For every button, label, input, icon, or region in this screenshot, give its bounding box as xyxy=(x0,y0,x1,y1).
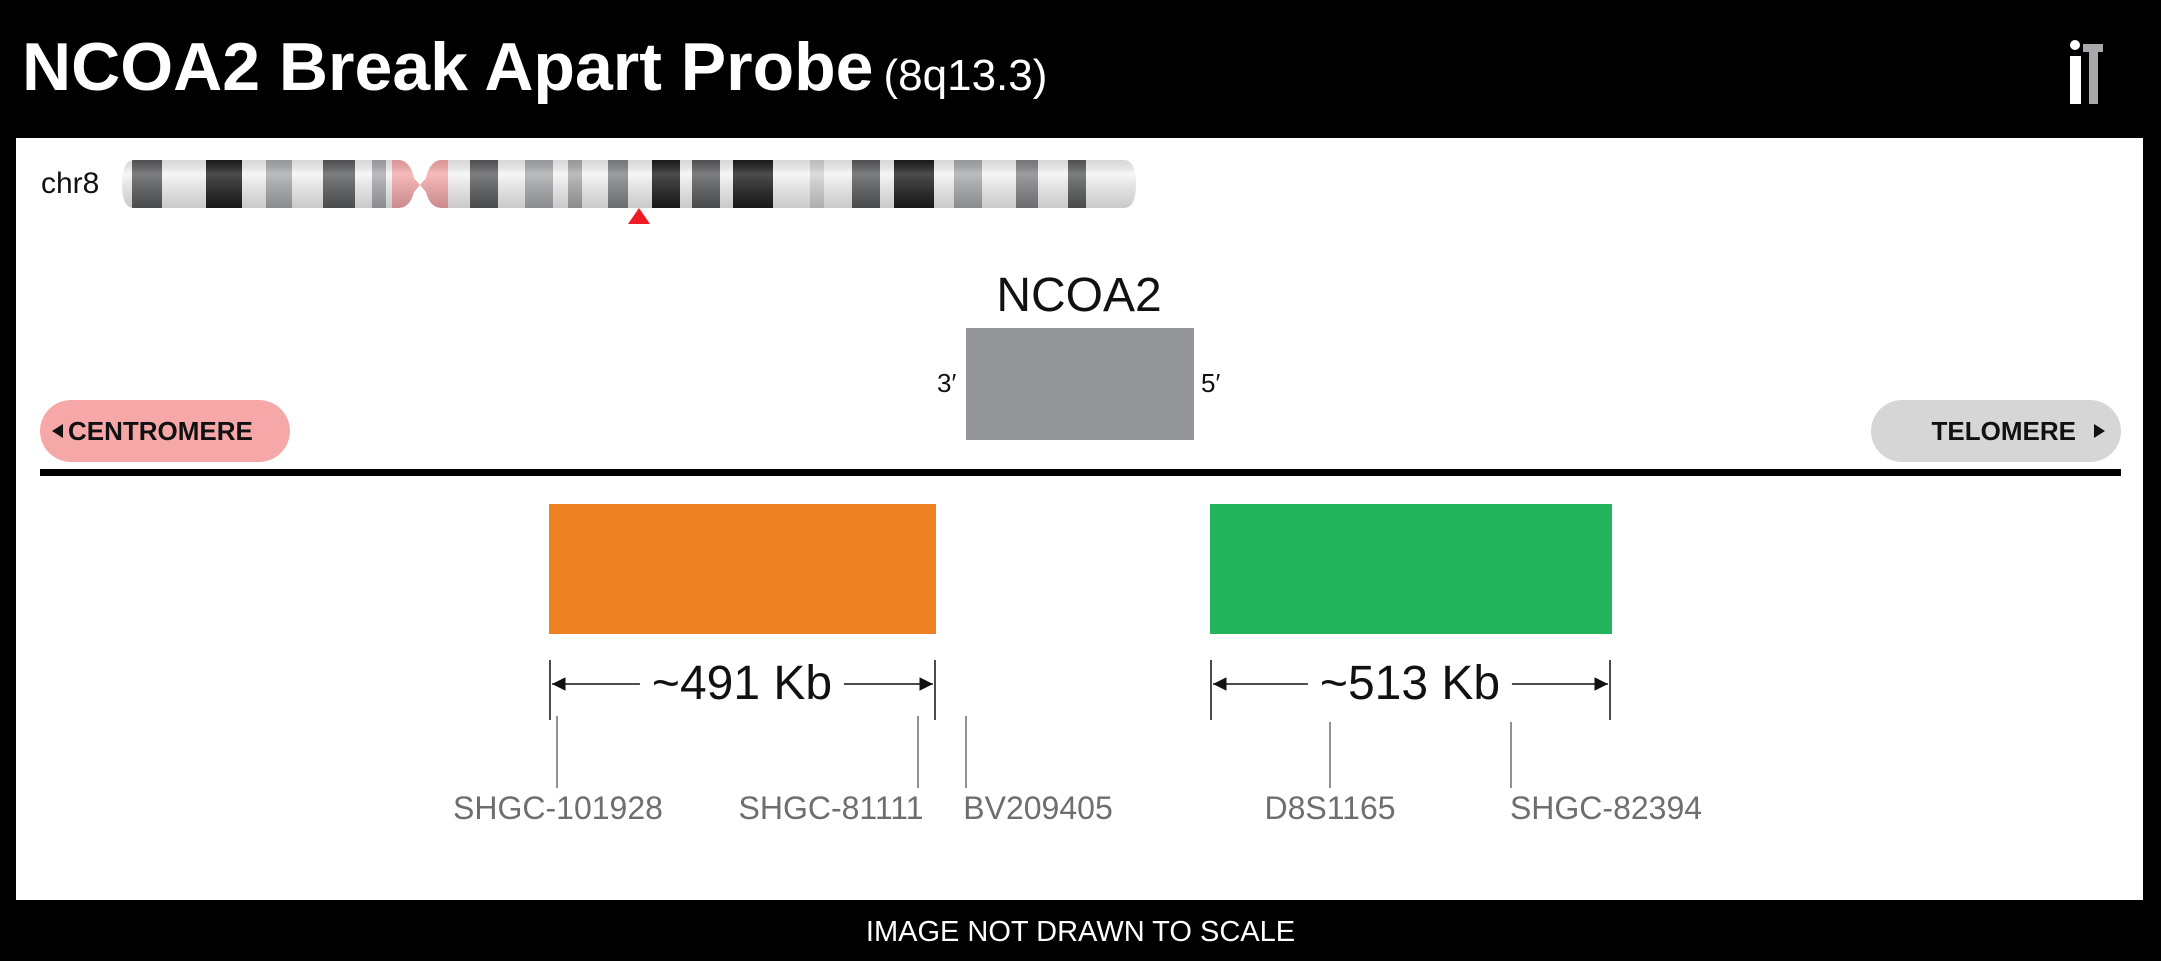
chromosome-ideogram xyxy=(122,160,1136,224)
arrow-right-icon xyxy=(2094,424,2105,438)
marker-label: SHGC-82394 xyxy=(1509,790,1703,826)
telomere-label: TELOMERE xyxy=(1931,415,2076,446)
probe-size-green: ~513 Kb xyxy=(1307,656,1513,711)
footer-note: IMAGE NOT DRAWN TO SCALE xyxy=(865,916,1296,948)
gene-end-right: 5′ xyxy=(1201,368,1221,398)
chromosome-axis-line xyxy=(40,469,2121,476)
gene-end-left: 3′ xyxy=(937,368,957,398)
probe-orange xyxy=(549,504,936,634)
probe-green xyxy=(1210,504,1612,634)
chromosome-label: chr8 xyxy=(41,167,100,200)
telomere-pill: TELOMERE xyxy=(1871,400,2121,462)
marker-label: D8S1165 xyxy=(1264,790,1396,826)
locus-marker-icon xyxy=(628,208,650,224)
probe-title: NCOA2 Break Apart Probe xyxy=(22,29,874,105)
centromere-label: CENTROMERE xyxy=(68,415,253,446)
marker-label: SHGC-81111 xyxy=(738,790,924,826)
diagram-panel xyxy=(16,138,2143,900)
marker-label: SHGC-101928 xyxy=(453,790,663,826)
gene-name: NCOA2 xyxy=(996,269,1162,322)
arrow-left-icon xyxy=(52,424,63,438)
marker-label: BV209405 xyxy=(963,790,1113,826)
probe-size-orange: ~491 Kb xyxy=(639,656,845,711)
locus-subtitle: (8q13.3) xyxy=(883,51,1048,100)
tt-logo-icon xyxy=(2070,40,2103,104)
gene-box xyxy=(966,328,1194,440)
header-bar: NCOA2 Break Apart Probe (8q13.3) xyxy=(0,0,2161,138)
centromere-pill: CENTROMERE xyxy=(40,400,290,462)
page-title: NCOA2 Break Apart Probe (8q13.3) xyxy=(22,28,1047,106)
